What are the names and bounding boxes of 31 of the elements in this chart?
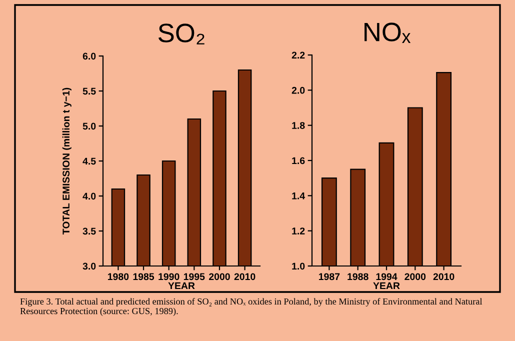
x-tick-label: 1988 (348, 273, 368, 280)
x-tick-label: 1990 (158, 273, 180, 280)
x-axis-title: YEAR (373, 282, 400, 290)
y-tick-label: 6.0 (82, 52, 96, 60)
chart-title: SO₂ (158, 24, 204, 44)
x-tick-label: 1995 (184, 273, 205, 280)
x-tick-label: 1987 (318, 273, 340, 280)
y-axis-title: TOTAL EMISSION (million t y−1) (62, 88, 72, 234)
y-tick-label: 1.4 (292, 192, 306, 200)
y-tick-label: 2.0 (292, 86, 305, 94)
y-tick-label: 2.2 (292, 52, 305, 59)
y-tick-label: 1.2 (292, 228, 305, 234)
y-tick-label: 1.8 (292, 122, 305, 129)
y-tick-label: 1.6 (292, 157, 305, 164)
y-tick-label: 5.0 (82, 122, 96, 130)
caption: Figure 3. Total actual and predicted emission of SO₂ and NOₓ oxides in Poland, by the Ministry of Environmental and Natural Resources Protection (source: GUS, 1989). (20, 298, 482, 316)
y-tick-label: 5.5 (82, 88, 96, 95)
x-tick-label: 2010 (433, 273, 454, 280)
y-tick-label: 4.5 (82, 158, 96, 165)
x-tick-label: 2000 (209, 273, 230, 280)
y-tick-label: 4.0 (82, 192, 96, 200)
x-tick-label: 2000 (404, 273, 426, 280)
x-axis-title: YEAR (168, 282, 195, 290)
x-tick-label: 1980 (108, 273, 129, 280)
x-tick-label: 2010 (234, 273, 256, 280)
x-tick-label: 1985 (133, 273, 154, 280)
y-tick-label: 3.0 (82, 262, 96, 270)
y-tick-label: 1.0 (292, 262, 305, 270)
x-tick-label: 1994 (376, 273, 398, 280)
y-tick-label: 3.5 (82, 228, 96, 235)
chart-title: NOₓ (364, 22, 411, 43)
